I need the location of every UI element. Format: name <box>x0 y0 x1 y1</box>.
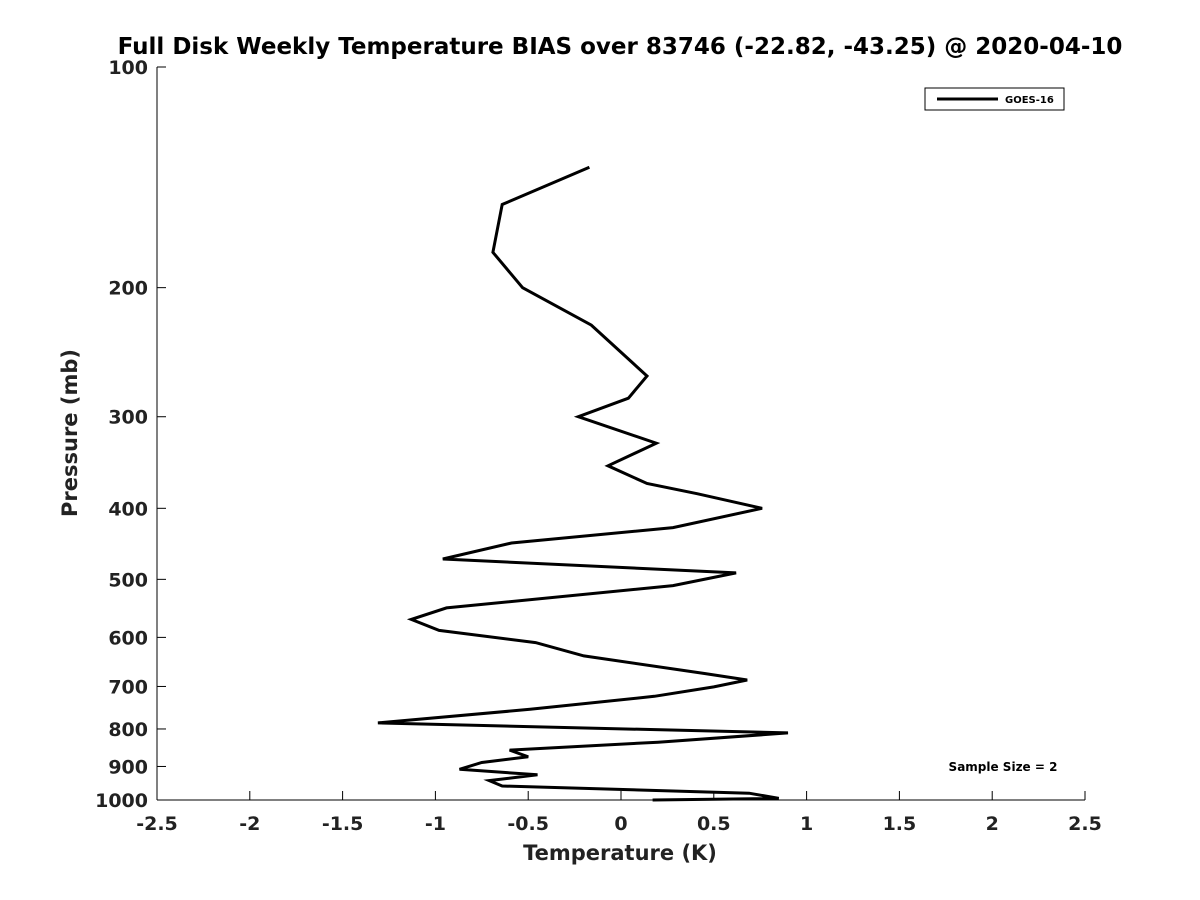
legend: GOES-16 <box>924 87 1065 111</box>
series-layer <box>377 165 789 802</box>
x-tick-label: -2.5 <box>136 813 178 835</box>
y-axis-ticks: 100 200 300 400 500 600 700 800 900 1000 <box>95 57 166 812</box>
x-tick-label: -1 <box>425 813 446 835</box>
x-tick-label: 1.5 <box>883 813 917 835</box>
x-tick-label: -2 <box>239 813 260 835</box>
y-tick-label: 400 <box>108 498 148 520</box>
y-tick-label: 600 <box>108 627 148 649</box>
legend-entry-goes-16: GOES-16 <box>1005 95 1054 106</box>
x-tick-label: -0.5 <box>507 813 549 835</box>
x-tick-label: 0.5 <box>697 813 731 835</box>
y-tick-label: 800 <box>108 719 148 741</box>
x-axis-ticks: -2.5 -2 -1.5 -1 -0.5 0 0.5 1 1.5 2 2.5 <box>136 791 1102 835</box>
chart-title: Full Disk Weekly Temperature BIAS over 8… <box>118 34 1123 60</box>
x-tick-label: -1.5 <box>322 813 364 835</box>
sample-size-annotation: Sample Size = 2 <box>949 760 1058 774</box>
y-tick-label: 200 <box>108 278 148 300</box>
y-tick-label: 100 <box>108 57 148 79</box>
y-tick-label: 1000 <box>95 790 148 812</box>
y-tick-label: 900 <box>108 756 148 778</box>
y-tick-label: 700 <box>108 676 148 698</box>
y-tick-label: 300 <box>108 407 148 429</box>
x-tick-label: 0 <box>614 813 627 835</box>
y-tick-label: 500 <box>108 569 148 591</box>
series-line-goes-16 <box>377 165 789 802</box>
x-tick-label: 1 <box>800 813 813 835</box>
x-axis-label: Temperature (K) <box>523 841 717 865</box>
x-tick-label: 2.5 <box>1068 813 1102 835</box>
x-tick-label: 2 <box>986 813 999 835</box>
y-axis-label: Pressure (mb) <box>58 349 82 517</box>
axes <box>156 67 1085 801</box>
